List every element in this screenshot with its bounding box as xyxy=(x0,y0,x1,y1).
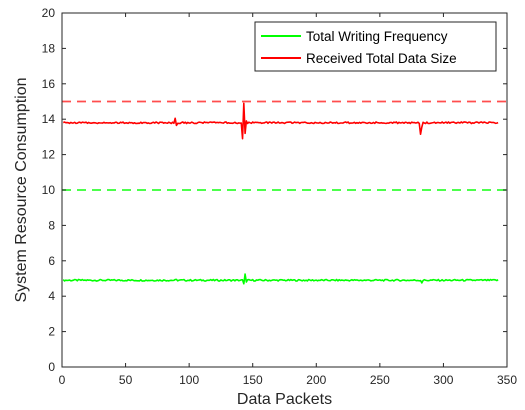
series-line-received-total-data-size xyxy=(62,102,499,140)
legend-label-received-total-data-size: Received Total Data Size xyxy=(306,51,457,66)
legend-box xyxy=(254,21,497,72)
y-tick-label: 10 xyxy=(42,183,56,197)
y-tick-label: 0 xyxy=(48,360,55,374)
plot-area xyxy=(62,13,507,367)
x-tick-label: 100 xyxy=(179,373,199,387)
x-tick-label: 50 xyxy=(119,373,133,387)
x-tick-label: 250 xyxy=(370,373,390,387)
x-tick-label: 0 xyxy=(59,373,66,387)
series-line-total-writing-frequency xyxy=(62,273,499,285)
x-tick-label: 300 xyxy=(433,373,453,387)
y-axis-label: System Resource Consumption xyxy=(13,78,30,303)
y-tick-label: 8 xyxy=(48,218,55,232)
legend: Total Writing Frequency Received Total D… xyxy=(254,21,497,72)
legend-label-total-writing-frequency: Total Writing Frequency xyxy=(306,29,448,44)
y-tick-label: 6 xyxy=(48,254,55,268)
axis-ticks xyxy=(61,12,508,368)
y-tick-label: 16 xyxy=(42,77,56,91)
y-tick-label: 4 xyxy=(48,289,55,303)
y-tick-label: 18 xyxy=(42,41,56,55)
y-tick-label: 20 xyxy=(42,6,56,20)
x-axis-label: Data Packets xyxy=(237,391,332,408)
x-tick-label: 200 xyxy=(306,373,326,387)
y-tick-label: 14 xyxy=(42,112,56,126)
y-tick-label: 2 xyxy=(48,325,55,339)
series-lines xyxy=(62,102,499,285)
x-tick-label: 150 xyxy=(243,373,263,387)
tick-labels: 0 50 100 150 200 250 300 350 0 2 4 6 8 10 12 14 16 18 20 xyxy=(42,6,518,387)
y-tick-label: 12 xyxy=(42,148,56,162)
x-tick-label: 350 xyxy=(497,373,517,387)
